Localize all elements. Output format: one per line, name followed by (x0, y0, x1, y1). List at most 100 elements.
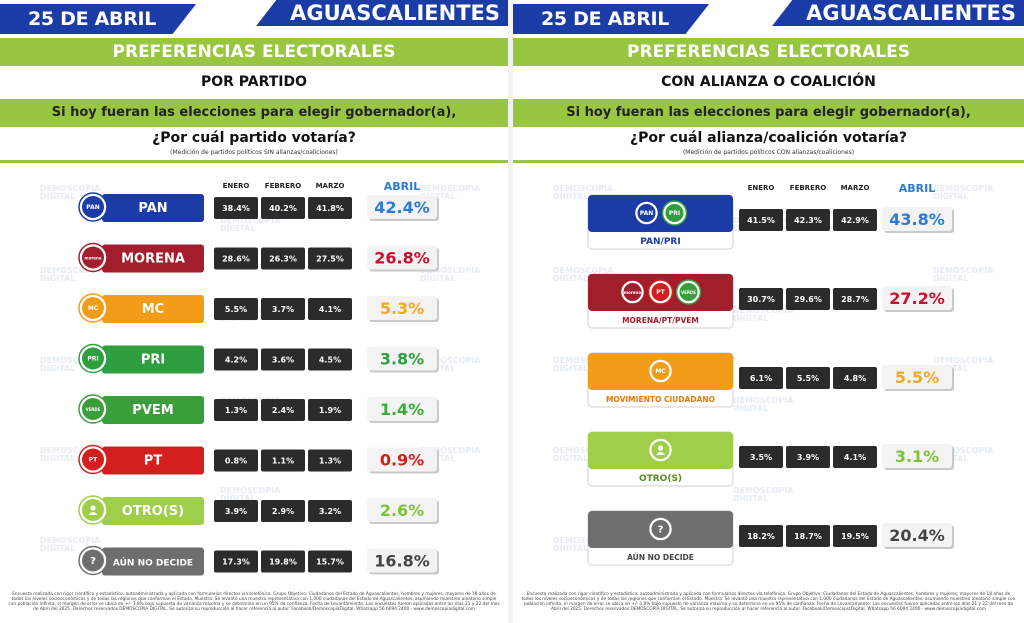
month-value: 4.2% (225, 356, 247, 365)
table-row: AÚN NO DECIDE? 17.3% 19.8% 15.7% 16.8% (78, 545, 439, 576)
month-value: 3.7% (272, 305, 294, 314)
separator-line (513, 160, 1024, 163)
month-cell (739, 367, 783, 389)
april-value: 1.4% (380, 400, 424, 419)
month-value: 27.5% (316, 255, 344, 264)
month-value: 1.3% (225, 406, 247, 415)
mc-logo-inner-icon (82, 297, 104, 319)
watermark-text: DEMOSCOPIA (733, 396, 794, 405)
watermark-text: DEMOSCOPIA (553, 266, 614, 275)
party-label-bar (102, 295, 204, 323)
table-row: OTRO(S) 3.5% 3.9% 4.1% 3.1% (587, 431, 954, 487)
separator-line (0, 160, 508, 163)
month-cell (261, 197, 305, 219)
person-head-icon (90, 505, 96, 511)
watermark-text: DEMOSCOPIA (40, 446, 101, 455)
table-row: OTRO(S) 3.9% 2.9% 3.2% 2.6% (78, 495, 439, 525)
month-value: 18.2% (747, 532, 775, 541)
table-row: ? AÚN NO DECIDE 18.2% 18.7% 19.5% 20.4% (587, 510, 954, 566)
watermark-text: DEMOSCOPIA (420, 184, 481, 193)
question-mark-icon: ? (658, 525, 664, 536)
watermark-text: DIGITAL (933, 274, 968, 283)
month-value: 17.3% (222, 558, 250, 567)
month-cell (739, 209, 783, 231)
question-text: ¿Por cuál alianza/coalición votaría? (629, 130, 907, 146)
table-row: PVEM VERDE 1.3% 2.4% 1.9% 1.4% (78, 394, 439, 424)
question-mark-icon: ? (90, 556, 96, 567)
month-value: 19.8% (269, 558, 297, 567)
watermark-text: DEMOSCOPIA (40, 536, 101, 545)
party-label-bar (102, 244, 204, 273)
april-value: 0.9% (380, 451, 424, 470)
column-header-enero: ENERO (748, 184, 775, 192)
verde-logo-inner-icon (82, 398, 104, 420)
month-value: 1.3% (319, 457, 341, 466)
prompt-text: Si hoy fueran las elecciones para elegir… (0, 99, 508, 127)
watermark-text: DIGITAL (553, 192, 588, 201)
month-cell (786, 209, 830, 231)
month-value: 1.1% (272, 457, 294, 466)
month-value: 18.7% (794, 532, 822, 541)
top-bar: 25 DE ABRIL AGUASCALIENTES (513, 0, 1024, 36)
page-subtitle: POR PARTIDO (200, 74, 308, 90)
pt-logo-inner-icon (651, 283, 670, 301)
coalition-label-morena-pt-pvem: MORENA/PT/PVEM (622, 316, 699, 325)
mc-logo-text-icon: MC (655, 368, 666, 375)
watermark-text: DIGITAL (40, 544, 75, 553)
pan-logo-inner-icon (637, 204, 656, 222)
verde-logo-inner-icon (679, 283, 698, 301)
month-value: 4.1% (319, 305, 341, 314)
party-label-pt: PT (144, 454, 163, 469)
pri-logo-inner-icon (82, 347, 104, 370)
month-cell (261, 550, 305, 573)
month-cell (214, 550, 258, 573)
month-cell (214, 298, 258, 320)
april-value: 27.2% (889, 289, 945, 308)
top-bar: 25 DE ABRIL AGUASCALIENTES (0, 0, 508, 36)
pan-logo-text-icon: PAN (640, 210, 654, 217)
column-header-marzo: MARZO (316, 182, 345, 190)
party-label-pvem: PVEM (132, 403, 173, 418)
watermark-text: DIGITAL (733, 404, 768, 413)
watermark-text: DIGITAL (40, 454, 75, 463)
morena-logo-text-icon: morena (624, 290, 641, 295)
person-head-icon (657, 445, 664, 451)
watermark-text: DIGITAL (553, 274, 588, 283)
month-value: 19.5% (841, 532, 869, 541)
party-label-bar (102, 194, 204, 222)
month-cell (786, 367, 830, 389)
table-row: MORENA morena 28.6% 26.3% 27.5% 26.8% (78, 242, 439, 273)
month-value: 42.9% (841, 216, 869, 225)
watermark-text: DEMOSCOPIA (933, 356, 994, 365)
state-label: AGUASCALIENTES (256, 0, 508, 26)
state-label: AGUASCALIENTES (772, 0, 1024, 26)
watermark-text: DIGITAL (733, 494, 768, 503)
april-value: 26.8% (374, 249, 430, 268)
column-header-enero: ENERO (223, 182, 250, 190)
person-body-icon (656, 452, 665, 455)
month-cell (308, 500, 352, 522)
april-cell (882, 523, 952, 547)
april-cell (367, 346, 437, 371)
watermark-text: DIGITAL (420, 192, 455, 201)
column-header-abril: ABRIL (899, 182, 935, 195)
month-cell (308, 298, 352, 320)
party-label-bar (102, 497, 204, 525)
month-cell (261, 348, 305, 371)
column-header-marzo: MARZO (841, 184, 870, 192)
april-cell (367, 195, 437, 219)
month-value: 3.9% (225, 507, 247, 516)
pri-logo-text-icon: PRI (669, 210, 680, 217)
month-value: 38.4% (222, 204, 250, 213)
table-row: PAN PAN 38.4% 40.2% 41.8% 42.4% (78, 192, 439, 222)
month-cell (308, 449, 352, 472)
april-value: 43.8% (889, 210, 945, 229)
column-header-febrero: FEBRERO (265, 182, 301, 190)
month-value: 4.5% (319, 356, 341, 365)
watermark-text: DEMOSCOPIA (553, 536, 614, 545)
question-note: (Medición de partidos políticos CON alia… (682, 149, 855, 156)
month-value: 2.9% (272, 507, 294, 516)
watermark-text: DEMOSCOPIA (553, 356, 614, 365)
right-panel: 25 DE ABRIL AGUASCALIENTES PREFERENCIAS … (513, 0, 1024, 623)
mc-logo-text-icon: MC (88, 305, 99, 312)
